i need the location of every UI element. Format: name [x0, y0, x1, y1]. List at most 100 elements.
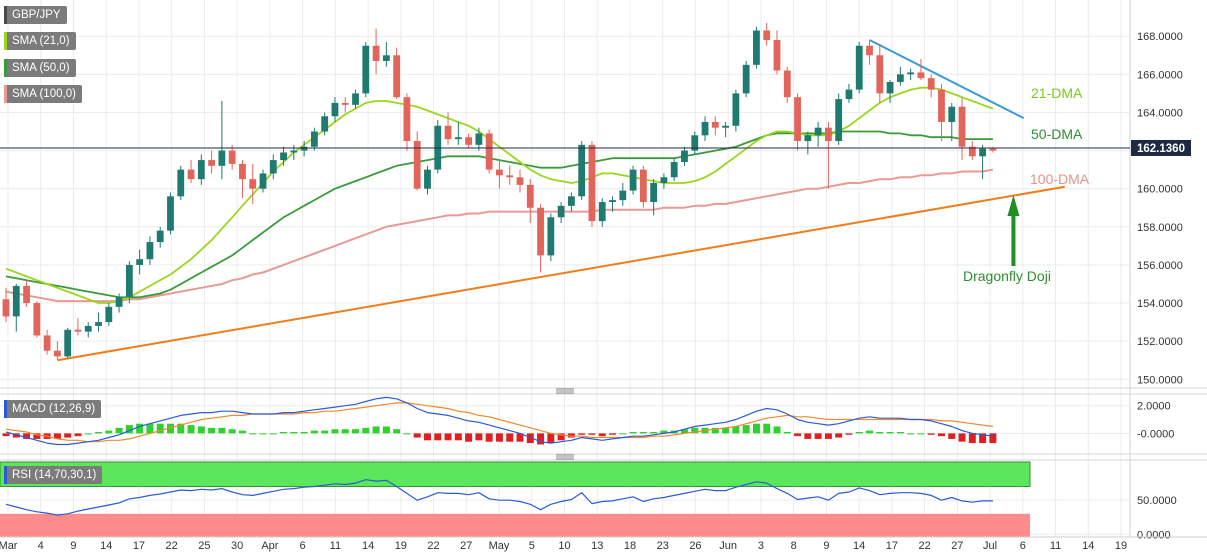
divider-macd-rsi[interactable] [0, 453, 1207, 461]
candle [465, 133, 472, 149]
candle-body [403, 97, 411, 142]
macd-histogram-bar [763, 423, 771, 434]
candle-body [691, 135, 699, 151]
candles [2, 22, 997, 361]
candle [516, 169, 524, 193]
candle-body [763, 30, 771, 41]
macd-histogram-bar [393, 429, 401, 434]
date-tick-label: 11 [330, 540, 341, 552]
legend-sma-50[interactable]: SMA (50,0) [4, 59, 76, 77]
macd-histogram-bar [300, 432, 308, 434]
symbol-text: GBP/JPY [12, 9, 61, 21]
rsi-oversold-zone [0, 513, 1030, 537]
candle [12, 283, 20, 332]
annotation-dragonfly-doji: Dragonfly Doji [963, 268, 1051, 284]
macd-histogram-bar [835, 433, 843, 438]
candle-body [516, 177, 524, 185]
candle [783, 66, 791, 103]
candle [341, 97, 349, 113]
candle-body [64, 329, 72, 357]
price-tick-label: 150.0000 [1137, 374, 1183, 386]
candle [876, 43, 884, 103]
macd-histogram-bar [876, 432, 884, 434]
macd-histogram-bar [156, 423, 164, 434]
macd-histogram-bar [907, 433, 915, 435]
candle-body [167, 196, 174, 231]
candle [835, 93, 843, 145]
legend-macd-swatch [4, 400, 7, 418]
legend-sma-21[interactable]: SMA (21,0) [4, 32, 76, 50]
candle-body [2, 299, 10, 317]
macd-panel[interactable] [2, 396, 997, 446]
candle [526, 179, 534, 223]
date-tick-label: Jul [983, 540, 997, 552]
candle [413, 131, 421, 191]
candle [321, 112, 329, 136]
candle-body [23, 285, 30, 304]
macd-histogram-bar [629, 432, 637, 434]
candle-body [177, 169, 185, 197]
candle-body [742, 64, 750, 94]
macd-histogram-bar [588, 433, 596, 435]
macd-histogram-bar [125, 425, 133, 434]
annotation-50-dma: 50-DMA [1031, 126, 1083, 142]
candle [300, 141, 308, 157]
legend-sma-100[interactable]: SMA (100,0) [4, 85, 82, 103]
candle [331, 97, 339, 122]
macd-histogram-bar [516, 433, 524, 442]
macd-histogram-bar [362, 427, 370, 434]
date-tick-label: 6 [1020, 540, 1026, 552]
macd-histogram-bar [783, 432, 791, 434]
macd-histogram-bar [197, 426, 205, 434]
candle [948, 102, 956, 142]
candle-body [701, 121, 709, 136]
macd-histogram-bar [855, 432, 863, 434]
macd-histogram-bar [989, 433, 997, 444]
candle-body [876, 55, 884, 94]
legend-rsi[interactable]: RSI (14,70,30,1) [4, 466, 103, 484]
macd-axis: 2.0000 -0.0000 [1137, 401, 1174, 441]
date-tick-label: 19 [395, 540, 407, 552]
candle [825, 121, 832, 189]
price-tick-label: 158.0000 [1137, 222, 1183, 234]
candle-body [650, 182, 658, 203]
macd-histogram-bar [948, 433, 956, 439]
candle [249, 163, 257, 204]
rsi-panel[interactable] [0, 461, 1031, 537]
macd-histogram-bar [896, 432, 904, 434]
candle-body [249, 179, 257, 189]
candle [588, 141, 596, 227]
macd-histogram-bar [537, 433, 545, 445]
candle [136, 249, 144, 275]
candle-body [352, 93, 359, 105]
candle [763, 22, 771, 46]
candle-body [609, 200, 616, 203]
annotation-21-dma: 21-DMA [1031, 85, 1083, 101]
candle-body [444, 125, 452, 140]
candle-body [989, 148, 997, 151]
legend-rsi-label: RSI (14,70,30,1) [12, 469, 97, 481]
candle-body [74, 329, 82, 332]
candle [434, 120, 442, 174]
candle [773, 30, 781, 75]
candle [74, 318, 82, 336]
macd-histogram-bar [578, 433, 586, 435]
macd-histogram-bar [259, 433, 267, 435]
candle-body [753, 30, 760, 65]
rsi-overbought-zone [0, 461, 1031, 488]
legend-macd[interactable]: MACD (12,26,9) [4, 400, 102, 418]
macd-histogram-bar [423, 433, 431, 441]
macd-histogram-bar [238, 430, 246, 434]
macd-histogram-bar [280, 432, 288, 434]
divider-main-macd[interactable] [0, 387, 1207, 395]
candle-body [362, 45, 370, 94]
date-tick-label: 26 [689, 540, 701, 552]
panel-dividers[interactable] [0, 387, 1207, 461]
price-axis: 150.0000 152.0000 154.0000 156.0000 158.0000… [1131, 31, 1191, 386]
macd-histogram-bar [619, 433, 627, 435]
candle [197, 154, 205, 185]
candle [403, 93, 411, 151]
price-panel[interactable]: 21-DMA 50-DMA 100-DMA Dragonfly Doji [0, 22, 1130, 362]
candle [794, 93, 801, 151]
